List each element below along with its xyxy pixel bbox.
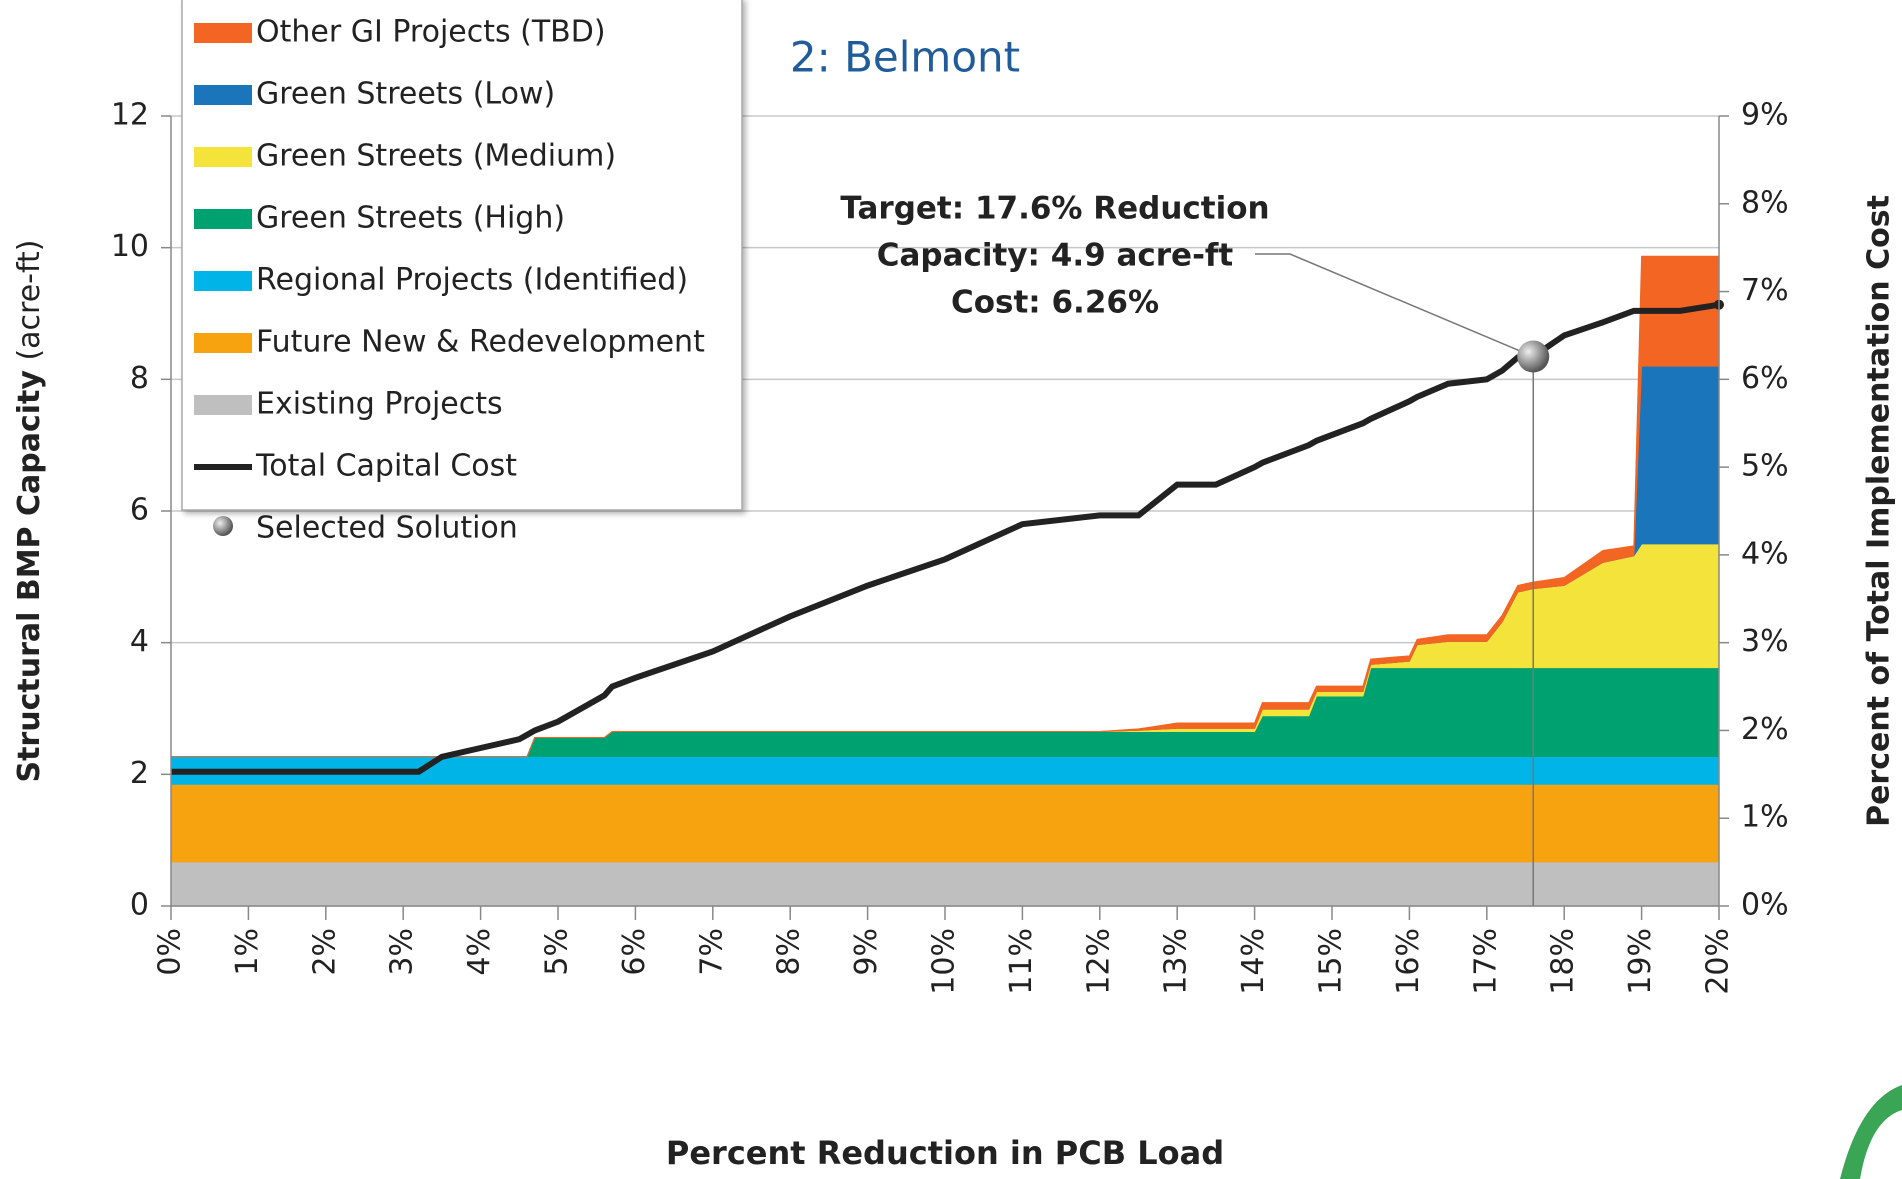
area (171, 667, 1720, 758)
legend-label: Green Streets (High) (256, 201, 565, 236)
x-tick-label: 19% (1623, 928, 1658, 995)
y-tick-label: 10 (111, 229, 149, 264)
legend-label: Other GI Projects (TBD) (256, 15, 606, 50)
x-tick-label: 13% (1159, 928, 1194, 995)
x-tick-label: 4% (462, 928, 497, 976)
y2-axis-title: Percent of Total Implementation Cost (1862, 195, 1897, 827)
area (170, 783, 1720, 863)
y2-tick-label: 4% (1741, 536, 1789, 571)
y2-tick-label: 2% (1741, 712, 1789, 747)
x-tick-label: 6% (617, 928, 652, 976)
x-tick-label: 16% (1391, 928, 1426, 995)
y-tick-label: 0 (130, 888, 149, 923)
x-tick-label: 7% (694, 928, 729, 976)
legend-swatch (194, 333, 252, 353)
x-tick-label: 1% (230, 928, 265, 976)
x-tick-label: 17% (1468, 928, 1503, 995)
legend-label: Existing Projects (256, 387, 503, 422)
logo (1840, 1085, 1902, 1179)
y2-tick-label: 8% (1741, 185, 1789, 220)
legend-marker (213, 516, 233, 536)
x-tick-label: 10% (927, 928, 962, 995)
x-tick-label: 20% (1701, 928, 1736, 995)
y-tick-label: 2 (130, 756, 149, 791)
legend-box (181, 0, 743, 511)
x-tick-label: 15% (1314, 928, 1349, 995)
x-tick-label: 9% (849, 928, 884, 976)
area (170, 861, 1720, 907)
y2-tick-label: 6% (1741, 361, 1789, 396)
annotation-leader (1255, 253, 1534, 358)
legend-label: Green Streets (Medium) (256, 139, 616, 174)
x-tick-label: 0% (153, 928, 188, 976)
y-axis-title: Structural BMP Capacity (acre-ft) (12, 239, 47, 782)
x-axis-title: Percent Reduction in PCB Load (666, 1134, 1224, 1172)
legend-swatch (194, 209, 252, 229)
legend-swatch (194, 85, 252, 105)
x-tick-label: 18% (1546, 928, 1581, 995)
x-tick-label: 11% (1004, 928, 1039, 995)
y-tick-label: 8 (130, 361, 149, 396)
legend-swatch (194, 23, 252, 43)
legend-label: Total Capital Cost (255, 449, 517, 484)
x-tick-label: 3% (385, 928, 420, 976)
x-tick-label: 12% (1081, 928, 1116, 995)
y2-tick-label: 9% (1741, 98, 1789, 133)
legend-label: Future New & Redevelopment (256, 325, 705, 360)
legend-swatch (194, 395, 252, 415)
x-tick-label: 8% (772, 928, 807, 976)
y2-tick-label: 5% (1741, 449, 1789, 484)
y2-tick-label: 0% (1741, 888, 1789, 923)
legend-label: Green Streets (Low) (256, 77, 555, 112)
y-tick-label: 12 (111, 98, 149, 133)
y-axis-title-unit: (acre-ft) (12, 239, 47, 360)
y2-tick-label: 7% (1741, 273, 1789, 308)
legend-swatch (194, 147, 252, 167)
annotation: Target: 17.6% Reduction (840, 191, 1269, 227)
chart-title: 2: Belmont (790, 33, 1020, 82)
y2-tick-label: 3% (1741, 624, 1789, 659)
y-tick-label: 6 (130, 493, 149, 528)
x-tick-label: 14% (1236, 928, 1271, 995)
selected-solution (1517, 340, 1550, 373)
annotation: Cost: 6.26% (951, 285, 1159, 321)
x-tick-label: 5% (540, 928, 575, 976)
legend-label: Regional Projects (Identified) (256, 263, 688, 298)
y-tick-label: 4 (130, 624, 149, 659)
y-axis-title-main: Structural BMP Capacity (12, 370, 47, 783)
legend-label: Selected Solution (256, 511, 518, 546)
annotation: Capacity: 4.9 acre-ft (877, 238, 1234, 274)
y2-tick-label: 1% (1741, 800, 1789, 835)
x-tick-label: 2% (307, 928, 342, 976)
legend-swatch (194, 271, 252, 291)
